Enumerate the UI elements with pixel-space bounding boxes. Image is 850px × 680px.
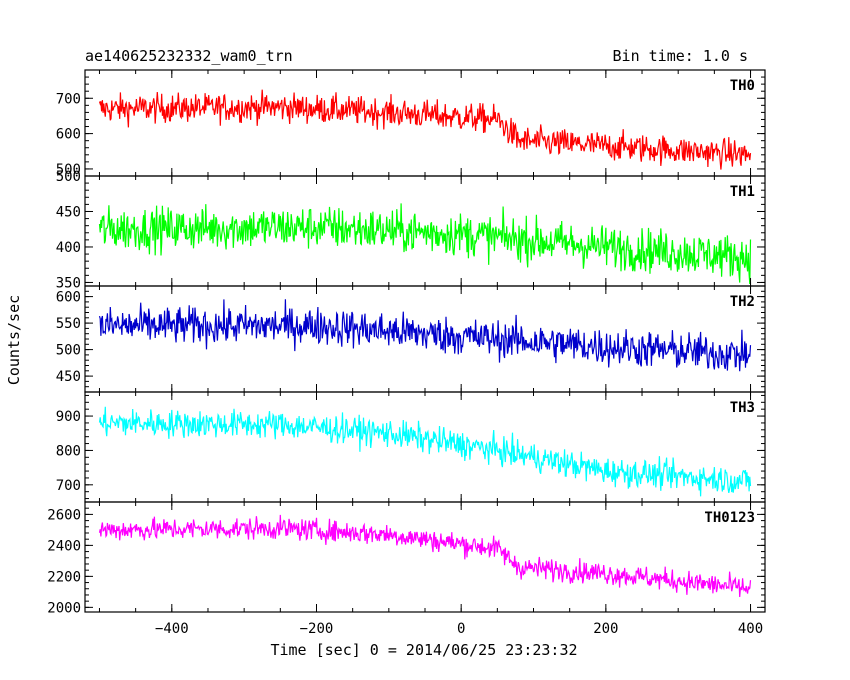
y-tick-label: 450 [56,369,81,385]
panel-th1: 350 400 450 500 TH1 [56,169,766,291]
x-axis-label: Time [sec] 0 = 2014/06/25 23:23:32 [270,641,577,659]
panel-th2: 450 500 550 600 TH2 [56,285,766,393]
panels-group: 500 600 700 TH0 350 400 450 500 TH1 450 500 550 600 T… [47,69,766,616]
x-tick-label: 400 [738,621,763,637]
x-tick-label: −400 [155,621,189,637]
panel-label: TH0123 [704,510,755,526]
y-tick-label: 500 [56,343,81,359]
x-tick-label: −200 [300,621,334,637]
y-tick-label: 800 [56,443,81,459]
figure-title: ae140625232332_wam0_trn [85,47,293,65]
y-tick-label: 350 [56,275,81,291]
panel-th3: 700 800 900 TH3 [56,391,766,503]
y-tick-label: 400 [56,240,81,256]
panel-label: TH2 [730,294,755,310]
y-tick-label: 600 [56,290,81,306]
series-line-th2 [98,299,752,372]
y-tick-label: 450 [56,204,81,220]
panel-label: TH3 [730,400,755,416]
y-tick-label: 700 [56,478,81,494]
panel-frame [84,391,766,503]
y-tick-label: 550 [56,316,81,332]
y-tick-label: 2600 [47,507,81,523]
panel-label: TH0 [730,78,755,94]
series-line-th3 [98,406,752,497]
y-tick-label: 2000 [47,600,81,616]
series-line-th0123 [98,514,752,598]
y-tick-label: 700 [56,91,81,107]
y-tick-label: 600 [56,127,81,143]
panel-th0: 500 600 700 TH0 [56,69,766,178]
y-tick-label: 500 [56,169,81,185]
y-tick-label: 900 [56,409,81,425]
series-line-th1 [98,203,752,285]
y-tick-label: 2200 [47,569,81,585]
x-axis: −400 −200 0 200 400 [155,621,763,637]
panel-th0123: 2000 2200 2400 2600 TH0123 [47,501,766,616]
series-line-th0 [98,89,752,170]
panel-frame [84,501,766,613]
x-tick-label: 0 [457,621,465,637]
x-tick-label: 200 [593,621,618,637]
bin-time-label: Bin time: 1.0 s [613,47,748,65]
panel-frame [84,69,766,177]
y-tick-label: 2400 [47,538,81,554]
y-tick-label: 500 [56,162,81,178]
panel-label: TH1 [730,184,755,200]
y-axis-label: Counts/sec [5,295,23,385]
